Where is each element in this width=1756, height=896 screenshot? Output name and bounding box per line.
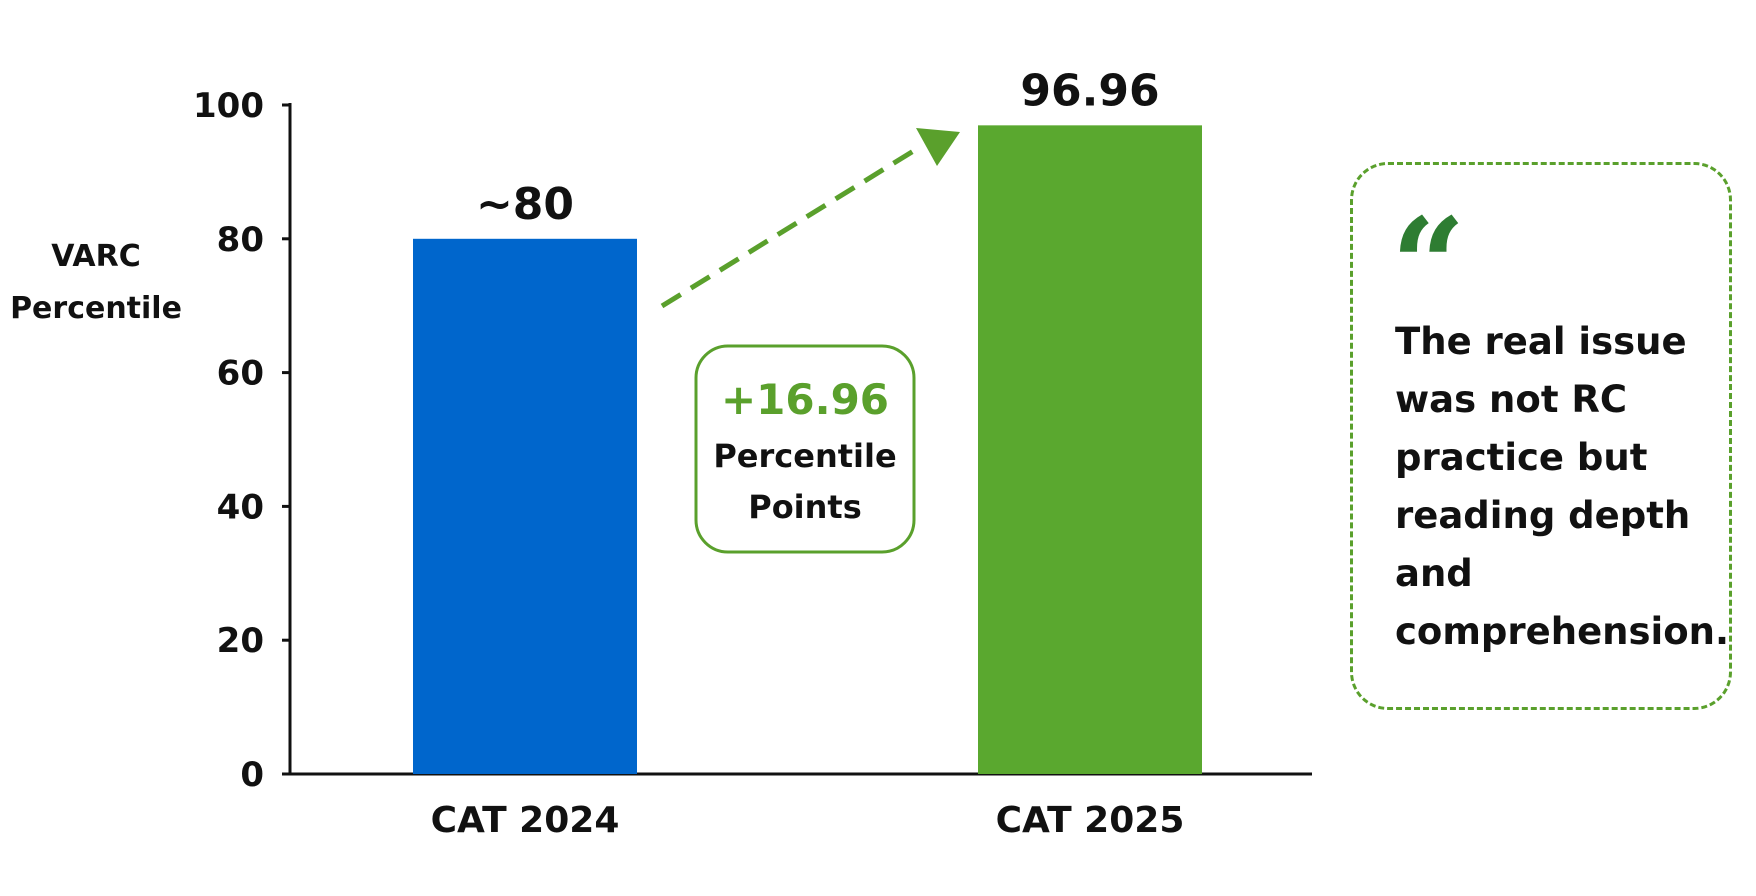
change-value: +16.96 [721,375,889,424]
bar-cat-2025 [978,125,1202,775]
y-tick-label: 0 [240,755,264,795]
y-tick-label: 20 [217,621,264,661]
quote-box: “ The real issue was not RC practice but… [1350,162,1732,710]
y-tick-label: 60 [217,354,264,394]
quote-mark-icon: “ [1391,189,1466,342]
value-label: 96.96 [1020,65,1159,116]
y-axis-title-line1: VARC [51,239,141,274]
y-tick-label: 40 [217,487,264,527]
value-labels: ~80 96.96 [476,65,1160,229]
y-ticks: 0 20 40 60 80 100 [193,86,290,795]
quote-text: The real issue was not RC practice but r… [1395,320,1730,653]
y-tick-label: 100 [193,86,264,126]
bars [413,125,1202,775]
bar-cat-2024 [413,238,637,775]
y-axis-title-line2: Percentile [10,291,182,326]
change-label-line2: Points [748,488,862,526]
change-arrow [660,128,960,309]
category-labels: CAT 2024 CAT 2025 [431,800,1185,841]
y-tick-label: 80 [217,220,264,260]
change-label-line1: Percentile [713,437,896,475]
value-label: ~80 [476,179,574,230]
category-label: CAT 2024 [431,800,620,841]
category-label: CAT 2025 [996,800,1185,841]
change-callout: +16.96 Percentile Points [694,344,916,554]
